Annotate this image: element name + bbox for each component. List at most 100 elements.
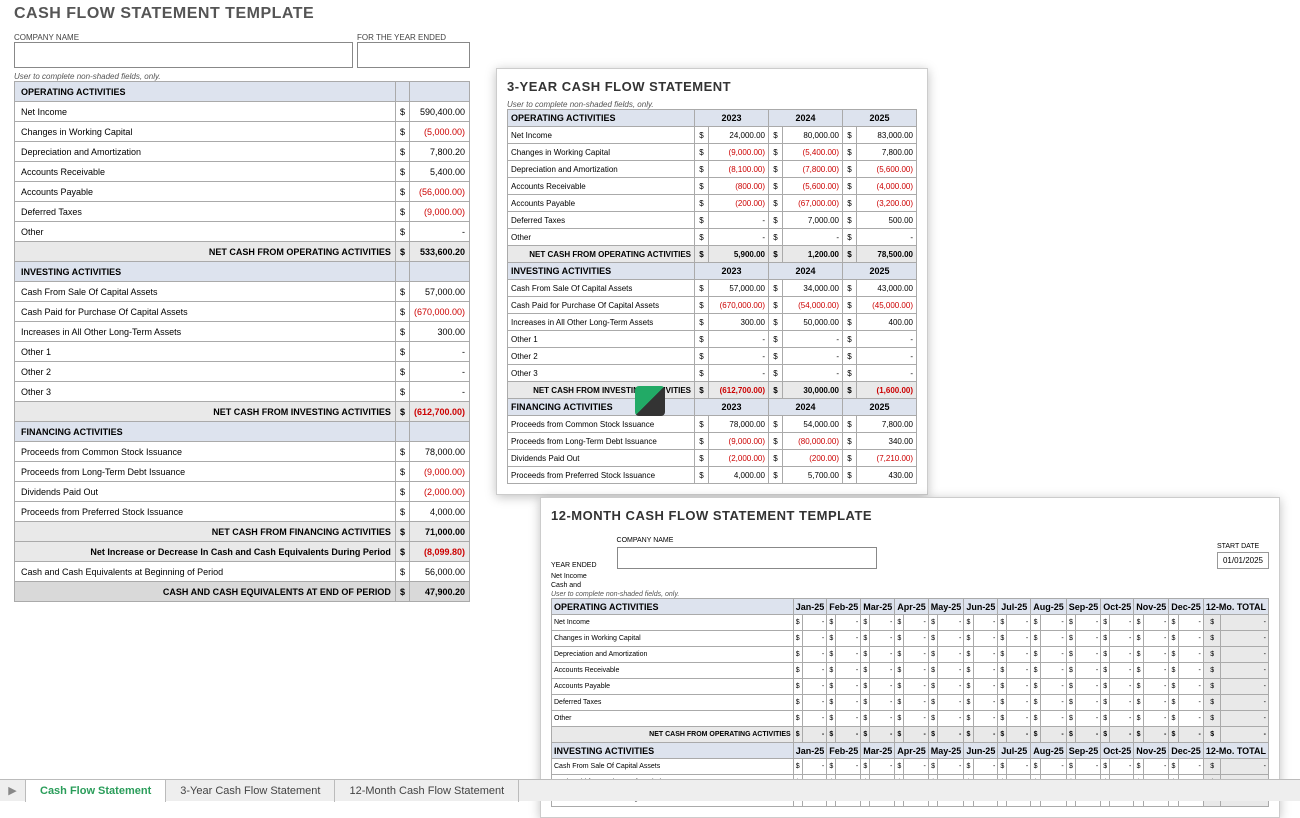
row-value[interactable]: - [409,222,469,242]
cell-value[interactable]: - [836,631,861,647]
row-value[interactable]: (5,000.00) [409,122,469,142]
cell-value[interactable]: - [1143,615,1169,631]
cell-value[interactable]: - [802,759,826,775]
cell-value[interactable]: - [802,647,826,663]
row-value[interactable]: (5,400.00) [783,144,843,161]
cell-value[interactable]: - [1110,727,1134,743]
cell-value[interactable]: - [938,695,964,711]
row-value[interactable]: 57,000.00 [709,280,769,297]
tab-12month[interactable]: 12-Month Cash Flow Statement [335,780,519,802]
cell-value[interactable]: - [1221,615,1269,631]
cell-value[interactable]: - [1076,711,1101,727]
cell-value[interactable]: - [1221,663,1269,679]
cell-value[interactable]: - [870,679,895,695]
cell-value[interactable]: - [1110,615,1134,631]
row-value[interactable]: - [783,348,843,365]
cell-value[interactable]: - [1143,647,1169,663]
row-value[interactable]: - [857,348,917,365]
cell-value[interactable]: - [1221,695,1269,711]
row-value[interactable]: - [857,365,917,382]
row-value[interactable]: 430.00 [857,467,917,484]
row-value[interactable]: - [857,331,917,348]
row-value[interactable]: 50,000.00 [783,314,843,331]
cell-value[interactable]: - [1143,631,1169,647]
cell-value[interactable]: - [1076,663,1101,679]
row-value[interactable]: 83,000.00 [857,127,917,144]
cell-value[interactable]: - [973,631,998,647]
cell-value[interactable]: - [1040,615,1066,631]
row-value[interactable]: (2,000.00) [709,450,769,467]
row-value[interactable]: (9,000.00) [409,202,469,222]
cell-value[interactable]: - [1221,711,1269,727]
row-value[interactable]: - [783,331,843,348]
cell-value[interactable]: - [1221,759,1269,775]
row-value[interactable]: 5,700.00 [783,467,843,484]
row-value[interactable]: 4,000.00 [709,467,769,484]
cell-value[interactable]: - [1110,759,1134,775]
cell-value[interactable]: - [1076,759,1101,775]
cell-value[interactable]: - [1040,663,1066,679]
cell-value[interactable]: - [1178,679,1203,695]
row-value[interactable]: (80,000.00) [783,433,843,450]
cell-value[interactable]: - [973,615,998,631]
row-value[interactable]: (7,210.00) [857,450,917,467]
row-value[interactable]: (5,600.00) [857,161,917,178]
cell-value[interactable]: - [836,679,861,695]
row-value[interactable]: 500.00 [857,212,917,229]
cell-value[interactable]: - [938,679,964,695]
cell-value[interactable]: - [870,695,895,711]
cell-value[interactable]: - [870,711,895,727]
row-value[interactable]: - [857,229,917,246]
row-value[interactable]: 54,000.00 [783,416,843,433]
cell-value[interactable]: - [1143,679,1169,695]
cell-value[interactable]: - [870,631,895,647]
cell-value[interactable]: - [1178,631,1203,647]
cell-value[interactable]: - [1076,647,1101,663]
cell-value[interactable]: - [1007,679,1031,695]
cell-value[interactable]: - [938,631,964,647]
row-value[interactable]: 340.00 [857,433,917,450]
cell-value[interactable]: - [1143,711,1169,727]
cell-value[interactable]: - [1110,695,1134,711]
cell-value[interactable]: - [802,695,826,711]
cell-value[interactable]: - [1076,615,1101,631]
row-value[interactable]: (200.00) [783,450,843,467]
cell-value[interactable]: - [1178,711,1203,727]
row-value[interactable]: 78,000.00 [409,442,469,462]
cell-value[interactable]: - [1221,727,1269,743]
cell-value[interactable]: - [802,615,826,631]
cell-value[interactable]: - [904,759,928,775]
cell-value[interactable]: - [836,647,861,663]
row-value[interactable]: (5,600.00) [783,178,843,195]
row-value[interactable]: - [783,365,843,382]
cell-value[interactable]: - [1221,631,1269,647]
row-value[interactable]: - [709,212,769,229]
tab-cash-flow[interactable]: Cash Flow Statement [26,780,166,802]
cell-value[interactable]: - [802,663,826,679]
cell-value[interactable]: - [802,631,826,647]
cell-value[interactable]: - [1040,679,1066,695]
cell-value[interactable]: - [836,759,861,775]
cell-value[interactable]: - [1221,679,1269,695]
row-value[interactable]: 7,800.00 [857,144,917,161]
cell-value[interactable]: - [1178,647,1203,663]
row-value[interactable]: 7,800.00 [857,416,917,433]
cell-value[interactable]: - [1007,759,1031,775]
row-value[interactable]: 7,000.00 [783,212,843,229]
cell-value[interactable]: - [938,663,964,679]
cell-value[interactable]: - [1007,663,1031,679]
cell-value[interactable]: - [1178,759,1203,775]
cell-value[interactable]: - [1040,631,1066,647]
row-value[interactable]: 300.00 [409,322,469,342]
row-value[interactable]: 80,000.00 [783,127,843,144]
cell-value[interactable]: - [1110,631,1134,647]
row-value[interactable]: 7,800.20 [409,142,469,162]
cell-value[interactable]: - [904,631,928,647]
row-value[interactable]: - [709,229,769,246]
row-value[interactable]: (54,000.00) [783,297,843,314]
row-value[interactable]: 43,000.00 [857,280,917,297]
row-value[interactable]: - [783,229,843,246]
row-value[interactable]: (7,800.00) [783,161,843,178]
cell-value[interactable]: - [938,727,964,743]
cell-value[interactable]: - [870,727,895,743]
